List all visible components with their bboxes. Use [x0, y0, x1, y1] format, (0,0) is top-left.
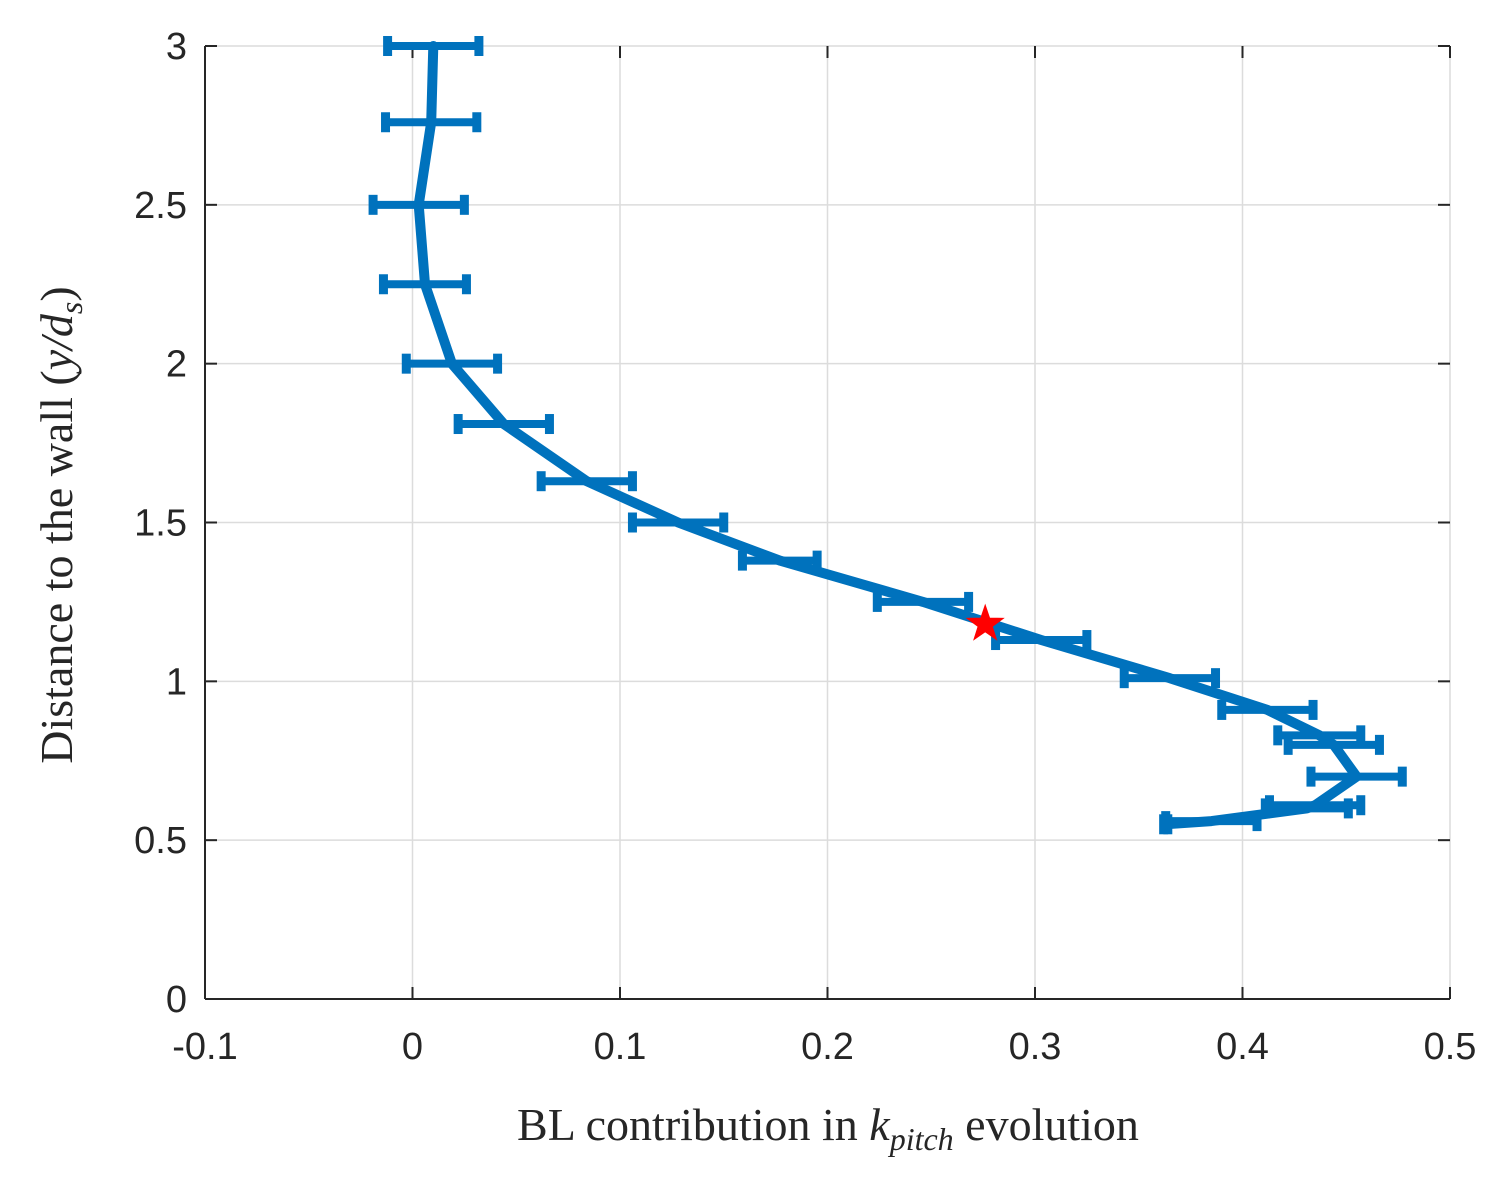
x-tick-label: 0.5 — [1424, 1026, 1477, 1068]
data-point — [449, 361, 454, 366]
x-tick-label: 0.2 — [801, 1026, 854, 1068]
x-tick-label: 0.4 — [1216, 1026, 1269, 1068]
data-point — [1209, 819, 1214, 824]
x-tick-label: 0.3 — [1009, 1026, 1062, 1068]
y-tick-label: 1.5 — [134, 503, 187, 545]
data-point — [676, 520, 681, 525]
data-point — [429, 120, 434, 125]
data-point — [501, 422, 506, 427]
data-point — [1331, 742, 1336, 747]
x-axis-label: BL contribution in kpitch evolution — [517, 1099, 1139, 1157]
data-point — [422, 282, 427, 287]
y-tick-label: 0.5 — [134, 820, 187, 862]
data-point — [1039, 638, 1044, 643]
data-point — [431, 44, 436, 48]
y-tick-label: 3 — [166, 26, 187, 68]
x-tick-labels: -0.1 0 0.1 0.2 0.3 0.4 0.5 — [172, 1026, 1476, 1068]
y-axis-label: Distance to the wall (y/ds) — [31, 286, 89, 763]
data-point — [1163, 822, 1168, 827]
y-tick-label: 0 — [166, 979, 187, 1021]
marker-layer — [965, 603, 1005, 641]
y-tick-label: 1 — [166, 661, 187, 703]
x-tick-label: 0 — [402, 1026, 423, 1068]
data-point — [1317, 733, 1322, 738]
y-tick-labels: 0 0.5 1 1.5 2 2.5 3 — [134, 26, 187, 1021]
data-point — [1354, 774, 1359, 779]
y-tick-label: 2 — [166, 344, 187, 386]
star-marker — [965, 603, 1005, 641]
data-point — [1265, 707, 1270, 712]
y-tick-label: 2.5 — [134, 185, 187, 227]
axes — [204, 45, 1451, 1000]
data-point — [777, 558, 782, 563]
data-point — [416, 202, 421, 207]
data-point — [920, 599, 925, 604]
data-point — [1304, 806, 1309, 811]
data-point — [1313, 803, 1318, 808]
data-point — [584, 479, 589, 484]
data-point — [1167, 676, 1172, 681]
x-tick-label: 0.1 — [594, 1026, 647, 1068]
x-tick-label: -0.1 — [172, 1026, 237, 1068]
